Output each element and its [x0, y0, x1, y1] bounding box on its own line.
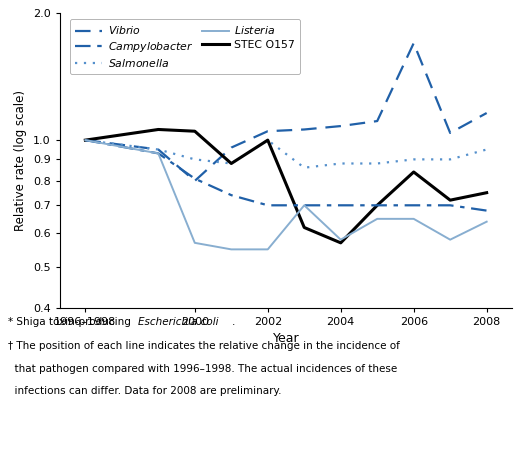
Text: infections can differ. Data for 2008 are preliminary.: infections can differ. Data for 2008 are…	[8, 386, 281, 396]
Text: Medscape: Medscape	[9, 426, 84, 439]
Y-axis label: Relative rate (log scale): Relative rate (log scale)	[15, 90, 28, 231]
Text: * Shiga toxin-producing: * Shiga toxin-producing	[8, 317, 134, 326]
Text: Source: MMWR © 2009 Centers for Disease Control and Prevention (CDC): Source: MMWR © 2009 Centers for Disease …	[91, 427, 458, 437]
Text: Escherichia coli: Escherichia coli	[138, 317, 218, 326]
Text: that pathogen compared with 1996–1998. The actual incidences of these: that pathogen compared with 1996–1998. T…	[8, 364, 397, 374]
Text: .: .	[231, 317, 235, 326]
X-axis label: Year: Year	[272, 332, 300, 345]
Text: † The position of each line indicates the relative change in the incidence of: † The position of each line indicates th…	[8, 341, 400, 351]
Legend: $\it{Vibrio}$, $\it{Campylobacter}$, $\it{Salmonella}$, $\it{Listeria}$, STEC O1: $\it{Vibrio}$, $\it{Campylobacter}$, $\i…	[70, 19, 301, 74]
